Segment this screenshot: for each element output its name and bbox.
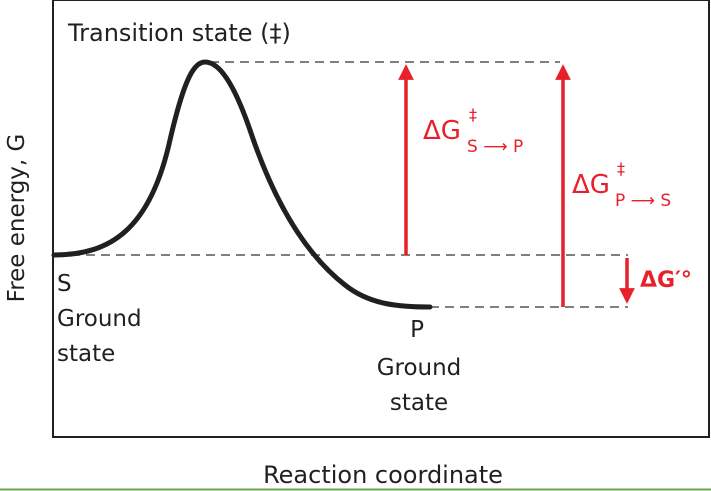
y-axis-label: Free energy, G [4,134,30,303]
substrate-symbol: S [57,271,72,297]
reverse-barrier-dagger: ‡ [617,159,625,178]
standard-free-energy-label: ΔG′° [640,268,692,293]
substrate-ground-label: Ground [57,306,142,332]
forward-barrier-subscript: S ⟶ P [467,137,523,157]
transition-state-label: Transition state (‡) [67,19,291,47]
reaction-energy-curve [51,59,433,310]
reverse-barrier-delta: ΔG [572,170,610,200]
plot-frame [52,0,710,438]
forward-barrier-delta: ΔG [423,116,461,146]
product-ground-label: Ground [377,355,462,381]
product-state-label: state [390,390,448,416]
forward-barrier-dagger: ‡ [469,105,477,124]
product-symbol: P [410,317,424,343]
x-axis-label: Reaction coordinate [263,461,503,489]
substrate-state-label: state [57,341,115,367]
reverse-barrier-subscript: P ⟶ S [615,191,671,211]
